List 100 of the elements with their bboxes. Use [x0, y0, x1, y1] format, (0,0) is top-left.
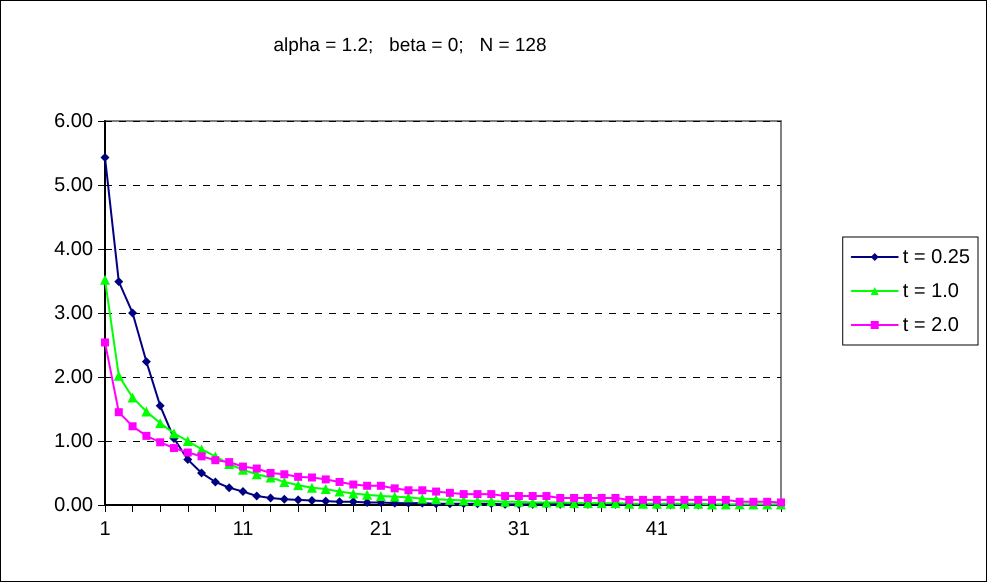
point: [473, 490, 482, 498]
point: [736, 498, 744, 506]
point: [252, 464, 261, 473]
point: [321, 496, 330, 506]
point: [708, 496, 716, 504]
point: [376, 491, 386, 502]
point: [348, 488, 358, 498]
point: [404, 486, 413, 494]
point: [431, 494, 442, 504]
point: [280, 494, 289, 504]
point: [542, 492, 550, 500]
point: [128, 392, 138, 402]
x-tick-label: 11: [232, 518, 254, 540]
point: [417, 494, 428, 504]
point: [336, 478, 344, 486]
point: [335, 497, 344, 506]
point: [349, 480, 358, 489]
point: [197, 468, 206, 478]
legend-label: t = 0.25: [902, 246, 970, 268]
point: [652, 496, 661, 504]
point: [611, 494, 620, 502]
point: [362, 490, 372, 500]
point: [446, 488, 454, 497]
point: [306, 482, 317, 493]
point: [390, 484, 399, 492]
point: [170, 444, 178, 452]
point: [666, 496, 675, 504]
point: [280, 470, 288, 478]
point: [294, 495, 303, 504]
point: [777, 498, 785, 506]
point: [584, 494, 592, 502]
point: [570, 494, 578, 502]
x-tick-label: 41: [646, 518, 668, 540]
x-tick-label: 1: [99, 518, 111, 540]
point: [680, 496, 688, 504]
point: [114, 277, 124, 286]
point: [694, 496, 702, 504]
point: [307, 496, 316, 506]
y-tick-label: 6.00: [54, 110, 93, 132]
point: [156, 401, 165, 410]
point: [501, 492, 510, 500]
point: [322, 475, 330, 484]
point: [252, 492, 262, 501]
point: [114, 370, 124, 381]
point: [142, 357, 151, 366]
point: [418, 486, 426, 494]
point: [722, 496, 730, 504]
point: [210, 477, 220, 486]
point: [432, 488, 440, 496]
point: [198, 452, 206, 460]
point: [293, 480, 304, 490]
point: [376, 482, 385, 490]
point: [487, 490, 496, 498]
point: [155, 418, 166, 428]
point: [184, 448, 192, 457]
point: [142, 432, 150, 440]
point: [211, 456, 220, 464]
point: [279, 476, 290, 487]
point: [156, 438, 164, 446]
point: [528, 492, 537, 500]
point: [460, 490, 468, 498]
point: [128, 308, 138, 318]
point: [100, 274, 110, 285]
point: [514, 492, 523, 500]
x-tick-label: 21: [370, 518, 392, 540]
legend-label: t = 1.0: [902, 280, 959, 302]
point: [225, 458, 234, 466]
point: [101, 338, 109, 346]
y-tick-label: 5.00: [54, 174, 93, 196]
y-tick-label: 2.00: [54, 366, 93, 388]
point: [308, 473, 316, 482]
point: [294, 472, 302, 481]
point: [639, 496, 648, 504]
x-tick-label: 31: [508, 518, 530, 540]
point: [168, 428, 179, 438]
point: [128, 422, 137, 430]
point: [598, 494, 606, 502]
point: [182, 436, 193, 446]
legend-label: t = 2.0: [902, 314, 959, 336]
point: [238, 487, 248, 496]
y-tick-label: 1.00: [54, 430, 93, 452]
point: [238, 462, 247, 471]
point: [390, 492, 400, 502]
y-tick-label: 4.00: [54, 238, 93, 260]
point: [266, 469, 275, 477]
point: [363, 482, 372, 490]
point: [749, 498, 758, 506]
point: [141, 406, 152, 417]
chart-title: alpha = 1.2; beta = 0; N = 128: [273, 35, 547, 56]
point: [320, 484, 331, 494]
point: [625, 496, 634, 504]
point: [114, 408, 123, 416]
y-tick-label: 0.00: [54, 494, 93, 516]
point: [763, 498, 772, 506]
point: [224, 483, 234, 492]
point: [556, 494, 564, 502]
point: [266, 493, 276, 502]
point: [334, 486, 345, 497]
point: [100, 152, 110, 162]
y-tick-label: 3.00: [54, 302, 93, 324]
